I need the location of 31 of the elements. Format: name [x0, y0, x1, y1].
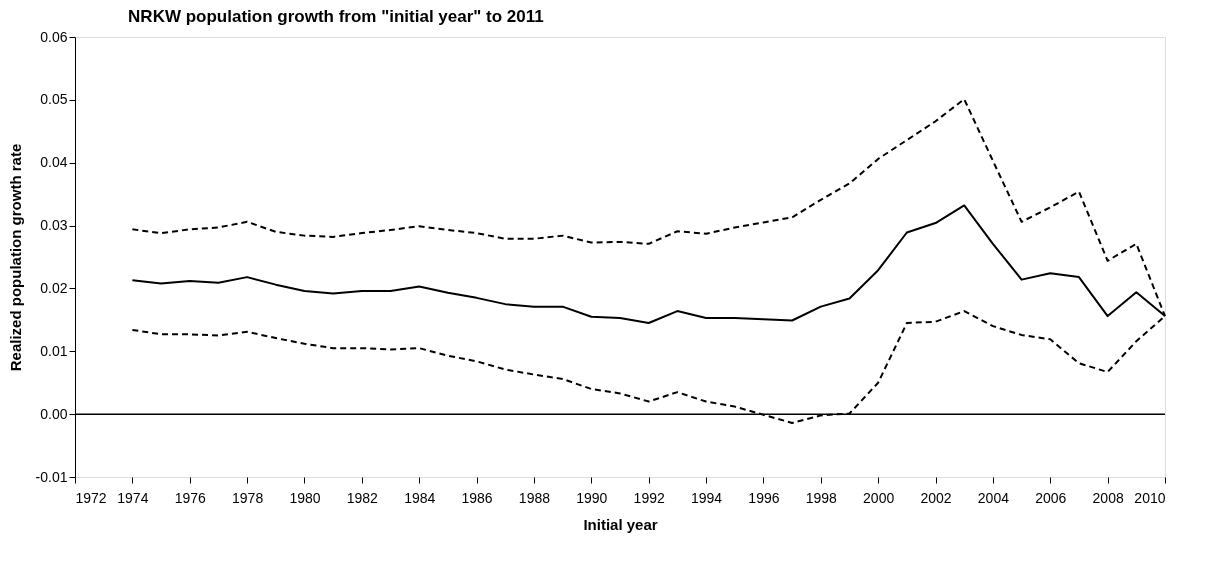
y-tick-label: 0.01: [40, 342, 68, 359]
x-tick-label: 1982: [346, 489, 379, 506]
y-tick-label: -0.01: [35, 468, 68, 485]
x-tick-label: 1978: [232, 489, 264, 506]
x-tick-label: 2000: [863, 489, 895, 506]
y-tick-label: 0.06: [40, 28, 68, 45]
x-tick-label: 1986: [461, 489, 493, 506]
x-tick-label: 1990: [576, 489, 608, 506]
y-tick-label: 0.04: [40, 154, 68, 171]
x-tick-label: 1996: [748, 489, 780, 506]
x-tick-label: 1988: [518, 489, 551, 506]
x-tick-label: 1976: [174, 489, 207, 506]
y-axis-title: Realized population growth rate: [6, 143, 24, 372]
y-tick-label: 0.03: [40, 217, 68, 234]
x-tick-label: 1994: [690, 489, 723, 506]
x-tick-label: 2002: [920, 489, 952, 506]
x-tick-label: 1998: [805, 489, 838, 506]
chart-title: NRKW population growth from "initial year" to 2011: [128, 7, 544, 26]
y-tick-label: 0.02: [40, 279, 68, 296]
x-tick-label: 2008: [1092, 489, 1124, 506]
x-tick-label: 1984: [404, 489, 436, 506]
x-tick-label: 2004: [977, 489, 1010, 506]
y-tick-label: 0.00: [40, 405, 68, 422]
x-tick-label: 1972: [75, 489, 107, 506]
x-tick-label: 2006: [1035, 489, 1067, 506]
x-tick-label: 2010: [1134, 489, 1166, 506]
x-axis-title: Initial year: [583, 515, 658, 533]
y-tick-label: 0.05: [40, 91, 68, 108]
x-tick-label: 1992: [633, 489, 665, 506]
x-tick-label: 1980: [289, 489, 321, 506]
x-tick-label: 1974: [117, 489, 149, 506]
